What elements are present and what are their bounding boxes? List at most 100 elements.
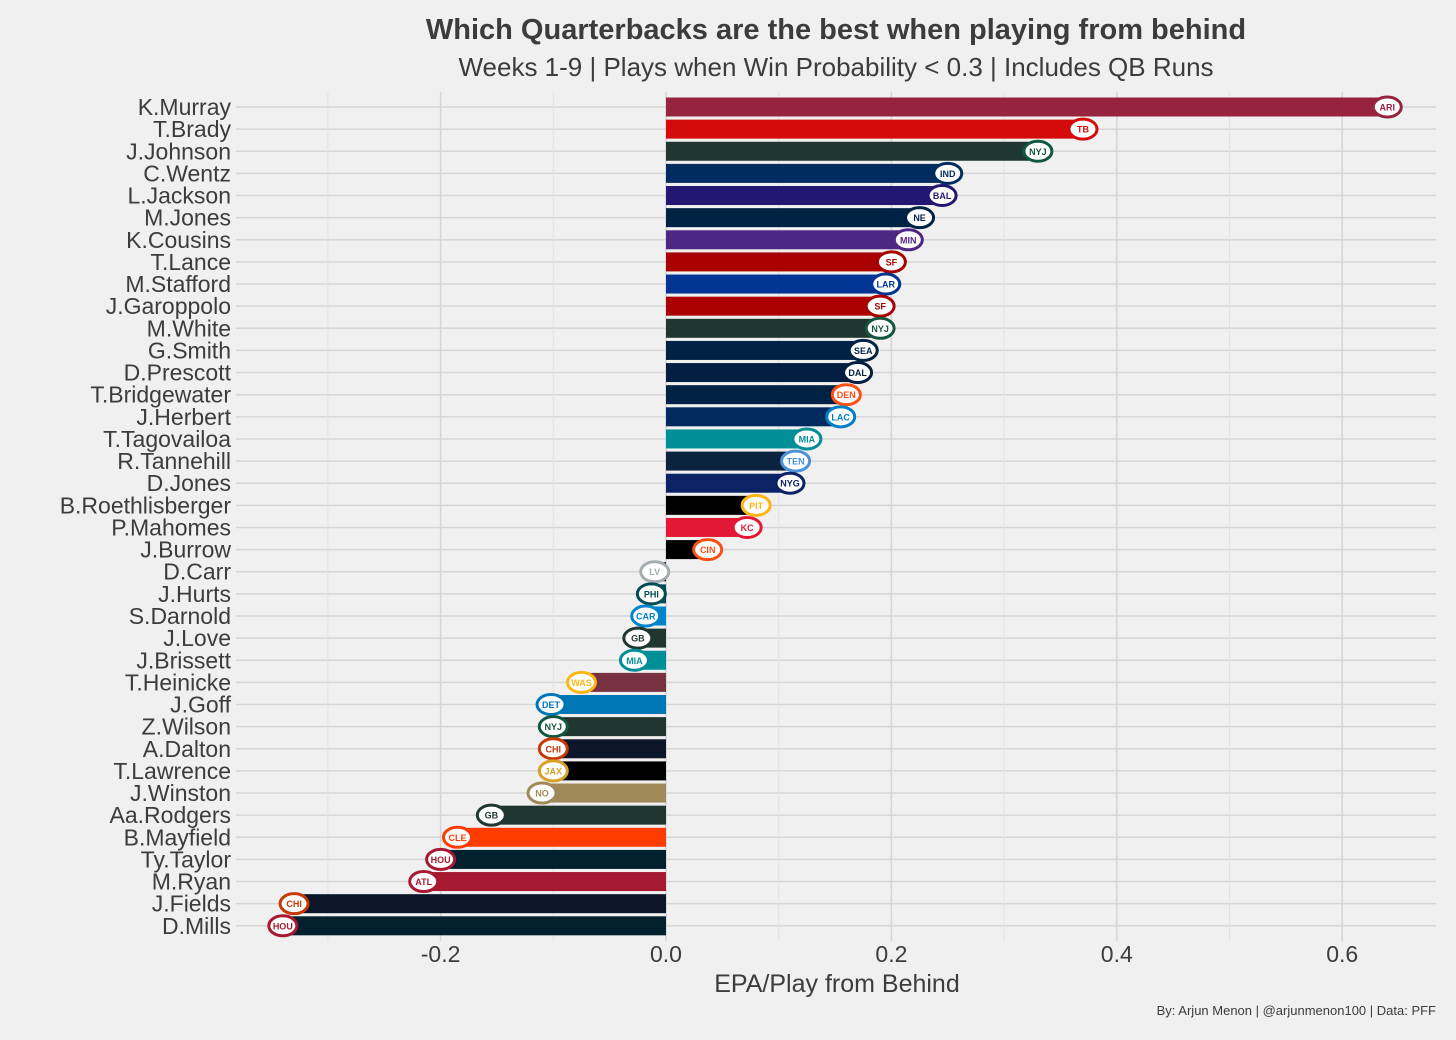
y-tick-label: B.Mayfield xyxy=(124,824,231,850)
team-logo-icon: CAR xyxy=(630,604,662,628)
logo-team-code: IND xyxy=(940,169,956,179)
team-logo-icon: MIN xyxy=(892,228,924,252)
y-tick-label: J.Burrow xyxy=(140,537,231,563)
logo-badge xyxy=(740,493,772,517)
logo-badge xyxy=(864,294,896,318)
bar-t-tagovailoa xyxy=(666,429,807,449)
bar-m-white xyxy=(666,318,881,338)
y-tick-label: Ty.Taylor xyxy=(141,846,232,872)
team-logo-icon: TEN xyxy=(780,449,812,473)
team-logo-icon: MIA xyxy=(791,427,823,451)
bar-j-fields xyxy=(294,894,666,914)
logo-team-code: CHI xyxy=(286,899,302,909)
logo-badge xyxy=(635,582,667,606)
logo-badge xyxy=(864,316,896,340)
team-logo-icon: IND xyxy=(932,161,964,185)
bar-c-wentz xyxy=(666,163,948,183)
logo-badge xyxy=(791,427,823,451)
x-axis-title: EPA/Play from Behind xyxy=(714,970,959,998)
team-logo-icon: MIA xyxy=(618,648,650,672)
logo-team-code: PHI xyxy=(644,589,659,599)
y-tick-label: J.Winston xyxy=(130,780,231,806)
y-tick-label: J.Brissett xyxy=(136,647,231,673)
logo-team-code: NE xyxy=(913,213,926,223)
logo-badge xyxy=(408,870,440,894)
logo-team-code: ARI xyxy=(1380,103,1396,113)
y-tick-label: M.Ryan xyxy=(152,869,231,895)
chart-subtitle: Weeks 1-9 | Plays when Win Probability <… xyxy=(458,52,1214,82)
logo-badge xyxy=(565,670,597,694)
logo-badge xyxy=(926,184,958,208)
team-logo-icon: JAX xyxy=(537,759,569,783)
x-tick-label: 0.4 xyxy=(1101,941,1133,967)
logo-team-code: NYJ xyxy=(545,722,563,732)
team-logo-icon: SF xyxy=(864,294,896,318)
team-logo-icon: CHI xyxy=(537,737,569,761)
team-logo-icon: NE xyxy=(904,206,936,230)
bar-t-lawrence xyxy=(553,761,666,781)
bar-d-jones xyxy=(666,473,790,493)
team-logo-icon: DEN xyxy=(830,383,862,407)
logo-badge xyxy=(537,715,569,739)
logo-team-code: LAC xyxy=(831,412,850,422)
logo-team-code: SF xyxy=(874,302,886,312)
logo-team-code: ATL xyxy=(415,877,432,887)
horizontal-gridlines xyxy=(236,106,1436,927)
team-logo-icon: NYJ xyxy=(864,316,896,340)
y-tick-label: J.Hurts xyxy=(158,581,231,607)
x-tick-label: 0.0 xyxy=(650,941,682,967)
logo-team-code: KC xyxy=(741,523,754,533)
bar-z-wilson xyxy=(553,717,666,737)
logo-team-code: NYG xyxy=(780,479,800,489)
logo-badge xyxy=(537,759,569,783)
y-tick-label: M.Stafford xyxy=(125,271,231,297)
team-logo-icon: CLE xyxy=(442,825,474,849)
bar-j-garoppolo xyxy=(666,296,881,316)
bar-ty-taylor xyxy=(440,849,666,869)
logo-badge xyxy=(630,604,662,628)
bars xyxy=(282,97,1388,936)
logo-badge xyxy=(825,405,857,429)
team-logo-icon: NYG xyxy=(774,471,806,495)
team-logo-icon: WAS xyxy=(565,670,597,694)
bar-b-mayfield xyxy=(457,827,666,847)
y-tick-label: D.Jones xyxy=(147,470,231,496)
logo-badge xyxy=(267,914,299,938)
logo-badge xyxy=(1371,95,1403,119)
logo-team-code: MIN xyxy=(900,235,917,245)
logo-team-code: HOU xyxy=(273,921,293,931)
y-tick-label: T.Lawrence xyxy=(113,758,231,784)
logo-badge xyxy=(425,847,457,871)
team-logo-icon: SEA xyxy=(847,338,879,362)
bar-j-johnson xyxy=(666,141,1038,161)
y-tick-label: J.Johnson xyxy=(126,138,231,164)
bar-t-heinicke xyxy=(581,672,666,692)
bar-k-murray xyxy=(666,97,1388,117)
logo-team-code: LV xyxy=(649,567,660,577)
logo-badge xyxy=(870,272,902,296)
logo-badge xyxy=(842,361,874,385)
y-tick-label: Aa.Rodgers xyxy=(110,802,231,828)
logo-badge xyxy=(639,560,671,584)
team-logo-icon: BAL xyxy=(926,184,958,208)
x-tick-label: 0.2 xyxy=(875,941,907,967)
logo-team-code: HOU xyxy=(431,855,451,865)
logo-badge xyxy=(731,515,763,539)
team-logo-icon: KC xyxy=(731,515,763,539)
logo-team-code: DET xyxy=(542,700,561,710)
bar-t-brady xyxy=(666,119,1083,139)
logo-team-code: MIA xyxy=(626,656,643,666)
team-logo-icon: LV xyxy=(639,560,671,584)
logo-team-code: NO xyxy=(535,789,549,799)
logo-team-code: PIT xyxy=(749,501,764,511)
logo-team-code: SEA xyxy=(854,346,873,356)
bar-j-herbert xyxy=(666,407,841,427)
logo-badge xyxy=(774,471,806,495)
y-tick-label: B.Roethlisberger xyxy=(60,492,232,518)
logo-badge xyxy=(847,338,879,362)
y-tick-label: L.Jackson xyxy=(127,183,231,209)
team-logo-icon: DET xyxy=(535,693,567,717)
y-tick-label: R.Tannehill xyxy=(117,448,231,474)
logo-badge xyxy=(526,781,558,805)
bar-b-roethlisberger xyxy=(666,495,757,515)
